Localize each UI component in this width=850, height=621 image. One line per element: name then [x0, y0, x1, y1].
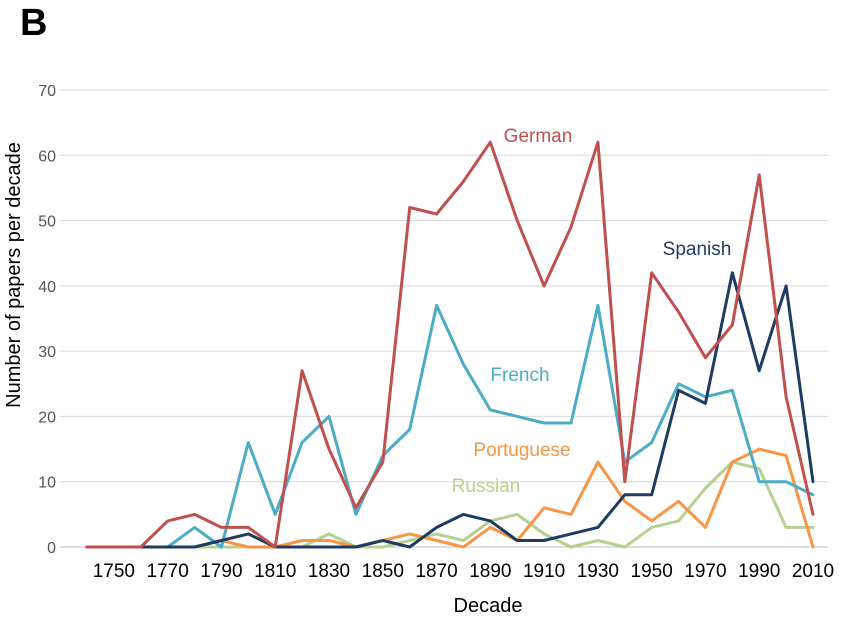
- y-tick-label: 30: [38, 344, 56, 361]
- series-labels: German French Spanish Portuguese Russian: [452, 126, 732, 497]
- x-tick-label: 1810: [254, 561, 296, 582]
- y-tick-label: 10: [38, 475, 56, 492]
- x-axis-title: Decade: [454, 595, 523, 617]
- x-tick-label: 1910: [523, 561, 565, 582]
- x-tick-label: 1890: [469, 561, 511, 582]
- x-tick-label: 1770: [147, 561, 189, 582]
- y-tick-label: 70: [38, 83, 56, 100]
- series-line-portuguese: [85, 447, 815, 549]
- x-tick-label: 1970: [684, 561, 726, 582]
- series-label-french: French: [490, 365, 549, 386]
- series-label-german: German: [504, 126, 573, 147]
- y-tick-labels: 0 10 20 30 40 50 60 70: [38, 83, 56, 557]
- series-line-spanish: [85, 271, 815, 549]
- y-tick-label: 40: [38, 279, 56, 296]
- y-tick-label: 20: [38, 409, 56, 426]
- y-tick-label: 0: [47, 540, 56, 557]
- x-tick-label: 2010: [792, 561, 834, 582]
- series-line-french: [85, 303, 815, 549]
- x-tick-label: 1850: [362, 561, 404, 582]
- y-tick-label: 50: [38, 214, 56, 231]
- x-tick-label: 1790: [200, 561, 242, 582]
- series-line-german: [85, 140, 815, 549]
- series-label-spanish: Spanish: [663, 239, 732, 260]
- panel-letter: B: [20, 2, 48, 44]
- x-tick-label: 1990: [738, 561, 780, 582]
- y-tick-label: 60: [38, 148, 56, 165]
- series-label-russian: Russian: [452, 476, 521, 497]
- series-lines: [85, 140, 815, 549]
- y-axis-title: Number of papers per decade: [3, 142, 25, 408]
- x-tick-label: 1870: [415, 561, 457, 582]
- x-tick-label: 1830: [308, 561, 350, 582]
- series-line-russian: [85, 460, 815, 549]
- x-tick-labels: 1750 1770 1790 1810 1830 1850 1870 1890 1910 1930…: [93, 561, 834, 582]
- x-tick-label: 1930: [577, 561, 619, 582]
- x-tick-label: 1750: [93, 561, 135, 582]
- x-tick-label: 1950: [631, 561, 673, 582]
- series-label-portuguese: Portuguese: [473, 440, 570, 461]
